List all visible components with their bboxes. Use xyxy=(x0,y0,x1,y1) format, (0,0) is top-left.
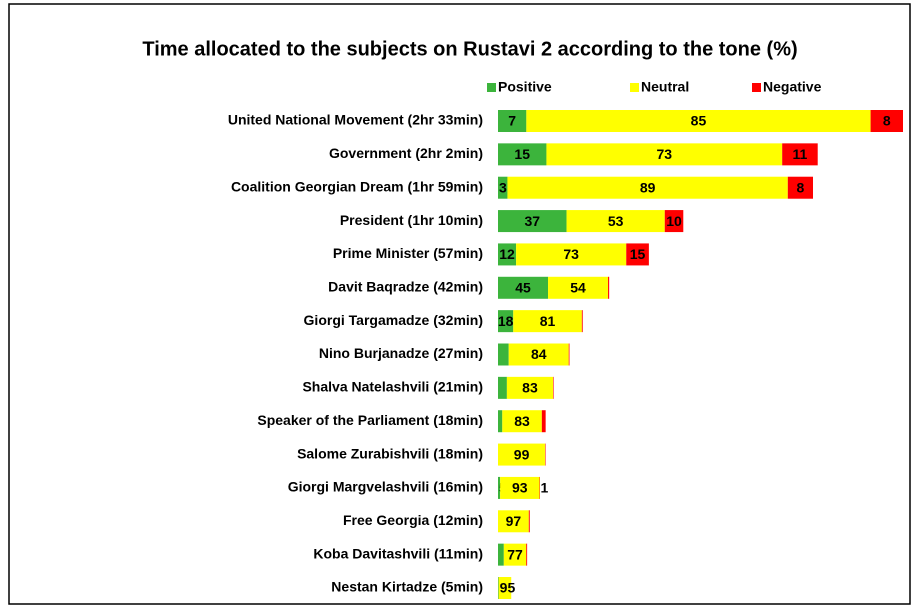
data-label: 93 xyxy=(512,480,528,496)
bar-segment xyxy=(553,377,554,399)
bar-segment xyxy=(526,544,527,566)
data-label: 3 xyxy=(499,179,507,195)
y-tick-label: Prime Minister (57min) xyxy=(333,245,483,261)
data-label: 37 xyxy=(524,213,540,229)
y-tick-label: United National Movement (2hr 33min) xyxy=(228,112,483,128)
y-tick-label: Government (2hr 2min) xyxy=(329,145,483,161)
bar-segment xyxy=(542,410,546,432)
data-label: 77 xyxy=(507,546,523,562)
y-tick-label: Salome Zurabishvili (18min) xyxy=(297,445,483,461)
data-label: 83 xyxy=(522,380,538,396)
data-label: 8 xyxy=(883,113,891,129)
data-label: 12 xyxy=(499,246,515,262)
y-tick-label: Nino Burjanadze (27min) xyxy=(319,345,483,361)
data-label: 73 xyxy=(657,146,673,162)
data-label: 1 xyxy=(541,480,549,496)
data-label: 8 xyxy=(797,179,805,195)
data-label: 10 xyxy=(666,213,682,229)
data-label: 73 xyxy=(563,246,579,262)
bar-segment xyxy=(529,510,530,532)
y-tick-label: Free Georgia (12min) xyxy=(343,512,483,528)
bar-segment xyxy=(498,344,509,366)
data-label: 15 xyxy=(630,246,646,262)
y-tick-label: Nestan Kirtadze (5min) xyxy=(331,579,483,595)
data-label: 84 xyxy=(531,346,547,362)
legend-swatch xyxy=(752,83,761,92)
bar-segment xyxy=(582,310,583,332)
bar-segment xyxy=(498,410,502,432)
data-label: 11 xyxy=(793,146,808,162)
data-label: 45 xyxy=(515,279,531,295)
legend-label: Negative xyxy=(763,79,822,95)
data-label: 15 xyxy=(514,146,530,162)
bar-segment xyxy=(608,277,609,299)
data-label: 18 xyxy=(498,313,514,329)
data-label: 53 xyxy=(608,213,624,229)
data-label: 97 xyxy=(506,513,522,529)
bar-segment xyxy=(569,344,570,366)
y-tick-label: Koba Davitashvili (11min) xyxy=(313,545,483,561)
legend-label: Neutral xyxy=(641,79,689,95)
bar-segment xyxy=(498,377,507,399)
bar-segment xyxy=(498,544,504,566)
data-label: 95 xyxy=(500,580,516,596)
y-tick-label: Speaker of the Parliament (18min) xyxy=(257,412,483,428)
data-label: 89 xyxy=(640,179,656,195)
data-label: 85 xyxy=(691,113,707,129)
legend-swatch xyxy=(487,83,496,92)
data-label: 54 xyxy=(570,279,586,295)
data-label: 83 xyxy=(514,413,530,429)
legend-label: Positive xyxy=(498,79,552,95)
data-label: 99 xyxy=(514,446,530,462)
y-tick-label: Davit Baqradze (42min) xyxy=(328,278,483,294)
y-tick-label: Coalition Georgian Dream (1hr 59min) xyxy=(231,178,483,194)
y-tick-label: Giorgi Margvelashvili (16min) xyxy=(288,479,483,495)
chart-title: Time allocated to the subjects on Rustav… xyxy=(142,38,797,60)
data-label: 7 xyxy=(508,113,516,129)
data-label: 81 xyxy=(540,313,556,329)
legend-swatch xyxy=(630,83,639,92)
y-tick-label: President (1hr 10min) xyxy=(340,212,483,228)
y-tick-label: Shalva Natelashvili (21min) xyxy=(302,379,483,395)
y-tick-label: Giorgi Targamadze (32min) xyxy=(304,312,483,328)
